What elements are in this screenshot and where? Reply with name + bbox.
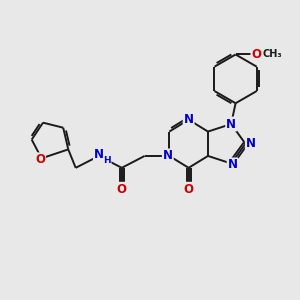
Text: N: N <box>246 137 256 150</box>
Text: O: O <box>184 183 194 196</box>
Text: O: O <box>35 153 45 166</box>
Text: N: N <box>184 113 194 126</box>
Text: N: N <box>163 149 173 162</box>
Text: N: N <box>226 118 236 130</box>
Text: O: O <box>117 183 127 196</box>
Text: CH₃: CH₃ <box>262 50 282 59</box>
Text: N: N <box>94 148 104 161</box>
Text: N: N <box>228 158 238 172</box>
Text: H: H <box>103 156 111 165</box>
Text: O: O <box>251 48 261 61</box>
